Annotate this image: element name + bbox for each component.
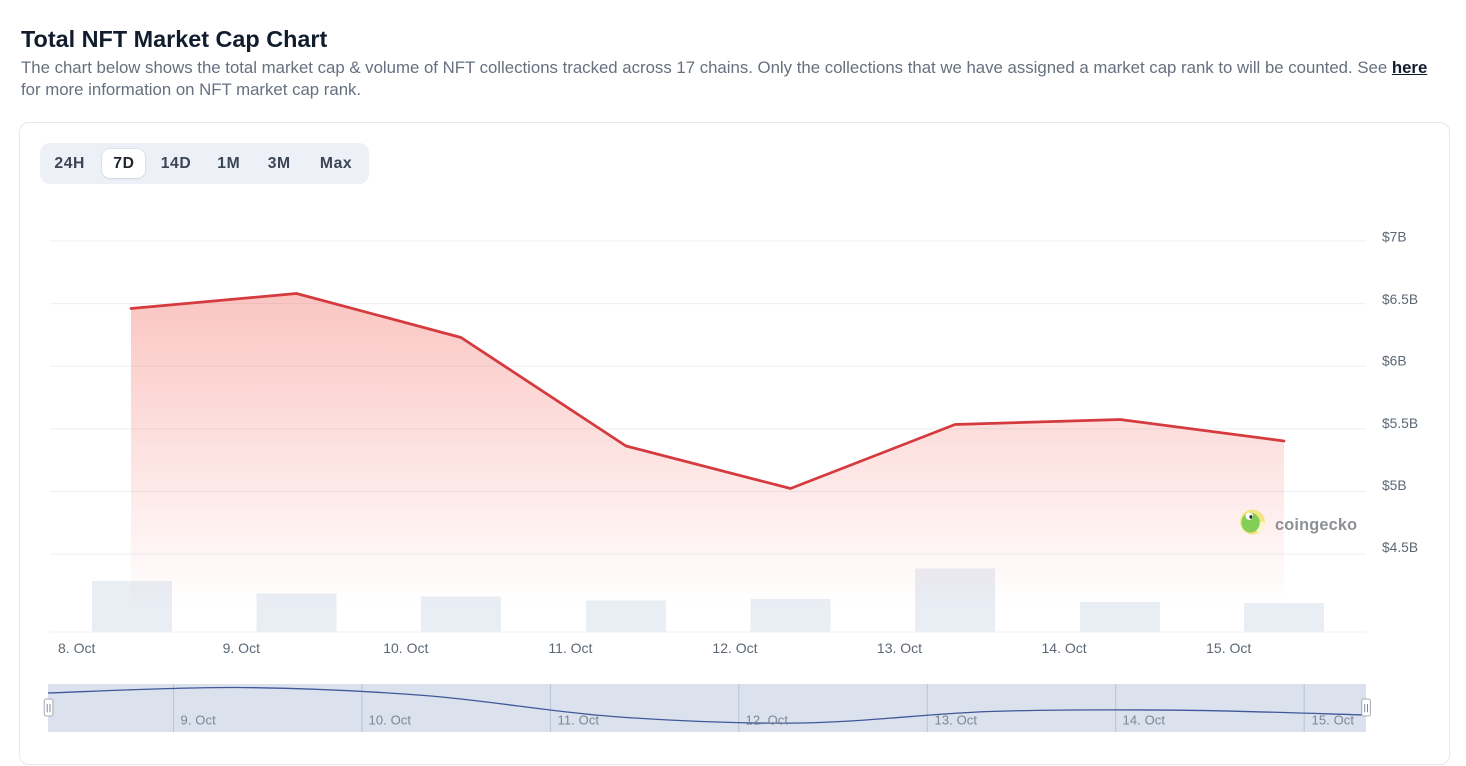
svg-text:$4.5B: $4.5B — [1382, 540, 1418, 555]
svg-text:$7B: $7B — [1382, 229, 1407, 244]
svg-text:14. Oct: 14. Oct — [1042, 640, 1087, 656]
svg-text:15. Oct: 15. Oct — [1206, 640, 1251, 656]
svg-text:$5B: $5B — [1382, 478, 1407, 493]
svg-text:8. Oct: 8. Oct — [58, 640, 95, 656]
svg-text:12. Oct: 12. Oct — [712, 640, 757, 656]
svg-text:14. Oct: 14. Oct — [1123, 713, 1166, 728]
svg-text:13. Oct: 13. Oct — [877, 640, 922, 656]
svg-text:10. Oct: 10. Oct — [383, 640, 428, 656]
svg-text:11. Oct: 11. Oct — [548, 640, 592, 656]
svg-text:$6.5B: $6.5B — [1382, 292, 1418, 307]
svg-text:9. Oct: 9. Oct — [181, 713, 217, 728]
svg-text:13. Oct: 13. Oct — [935, 713, 978, 728]
svg-text:9. Oct: 9. Oct — [223, 640, 260, 656]
svg-text:$5.5B: $5.5B — [1382, 416, 1418, 431]
svg-text:11. Oct: 11. Oct — [558, 713, 600, 728]
svg-text:10. Oct: 10. Oct — [369, 713, 412, 728]
svg-text:15. Oct: 15. Oct — [1312, 713, 1355, 728]
svg-text:coingecko: coingecko — [1275, 516, 1357, 534]
svg-text:12. Oct: 12. Oct — [746, 713, 789, 728]
svg-text:$6B: $6B — [1382, 353, 1407, 368]
